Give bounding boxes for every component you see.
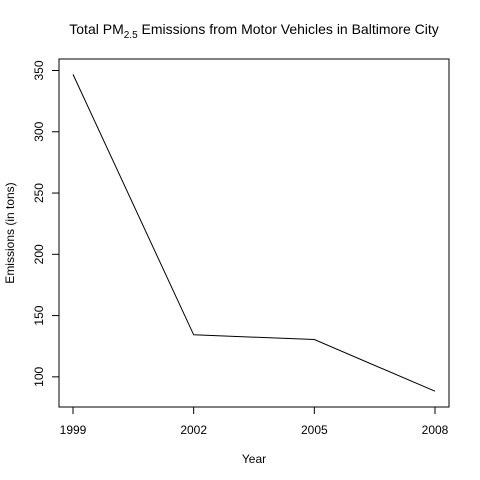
x-tick-label: 2008 bbox=[422, 423, 449, 437]
chart-title: Total PM2.5 Emissions from Motor Vehicle… bbox=[69, 21, 438, 41]
y-tick-label: 150 bbox=[32, 305, 46, 325]
series-group bbox=[72, 74, 436, 392]
y-axis: 100 150 200 250 300 350 bbox=[32, 60, 59, 387]
x-axis-label: Year bbox=[242, 452, 266, 466]
chart-title-subscript: 2.5 bbox=[124, 30, 138, 41]
y-tick-label: 100 bbox=[32, 367, 46, 387]
series-line bbox=[72, 74, 436, 392]
x-tick-label: 2005 bbox=[301, 423, 328, 437]
x-tick-label: 1999 bbox=[60, 423, 87, 437]
x-tick-label: 2002 bbox=[180, 423, 207, 437]
chart-title-prefix: Total PM bbox=[69, 21, 123, 37]
x-axis: 1999 2002 2005 2008 bbox=[60, 407, 449, 437]
y-tick-label: 250 bbox=[32, 183, 46, 203]
y-axis-label: Emissions (in tons) bbox=[3, 182, 17, 283]
plot-area-border bbox=[58, 58, 450, 408]
y-tick-label: 300 bbox=[32, 121, 46, 141]
y-tick-label: 200 bbox=[32, 244, 46, 264]
chart-title-suffix: Emissions from Motor Vehicles in Baltimo… bbox=[138, 21, 439, 37]
y-tick-label: 350 bbox=[32, 60, 46, 80]
